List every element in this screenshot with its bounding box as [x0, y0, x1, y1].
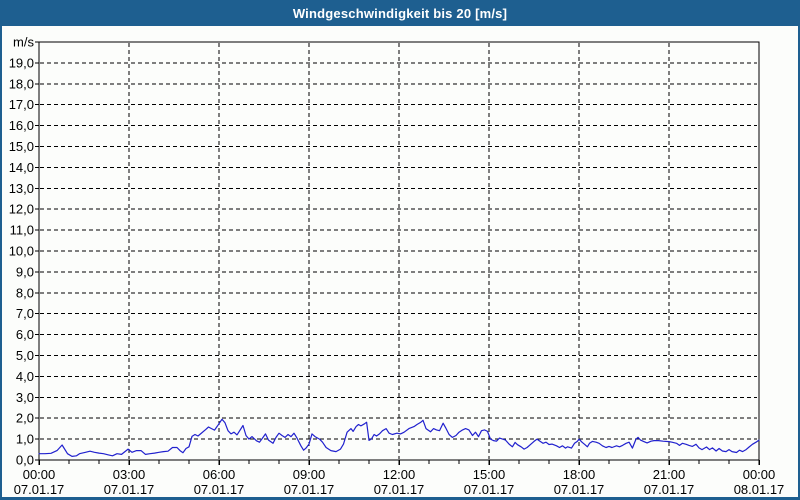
- wind-speed-line: [38, 418, 760, 457]
- x-axis-date-label: 07.01.17: [374, 482, 425, 497]
- x-axis-time-label: 00:00: [23, 467, 56, 482]
- x-axis-time-label: 18:00: [563, 467, 596, 482]
- x-axis-date-label: 08.01.17: [734, 482, 785, 497]
- y-axis-tick-label: 13,0: [9, 181, 34, 196]
- y-axis-tick-label: 7,0: [16, 306, 34, 321]
- x-axis-time-label: 21:00: [653, 467, 686, 482]
- y-axis-tick-label: 17,0: [9, 97, 34, 112]
- y-axis-tick-label: 2,0: [16, 411, 34, 426]
- x-axis-date-label: 07.01.17: [554, 482, 605, 497]
- wind-speed-chart: 0,0 1,0 2,0 3,0 4,0 5,0 6,0 7,0 8,0 9,0 10,0 11,0 12…: [9, 35, 785, 498]
- y-axis-tick-label: 8,0: [16, 285, 34, 300]
- x-axis-date-label: 07.01.17: [194, 482, 245, 497]
- y-axis-tick-label: 12,0: [9, 202, 34, 217]
- y-axis-tick-label: 19,0: [9, 55, 34, 70]
- chart-title: Windgeschwindigkeit bis 20 [m/s]: [292, 5, 508, 21]
- chart-region: 0,0 1,0 2,0 3,0 4,0 5,0 6,0 7,0 8,0 9,0 10,0 11,0 12…: [2, 26, 798, 497]
- y-axis-tick-label: 15,0: [9, 139, 34, 154]
- y-axis-tick-label: 3,0: [16, 390, 34, 405]
- x-axis-date-label: 07.01.17: [284, 482, 335, 497]
- y-axis-tick-label: 1,0: [16, 432, 34, 447]
- y-axis-tick-label: 0,0: [16, 453, 34, 468]
- x-axis-time-label: 03:00: [113, 467, 146, 482]
- y-axis-tick-label: 18,0: [9, 76, 34, 91]
- y-axis-tick-label: 11,0: [10, 223, 34, 238]
- x-axis-time-label: 06:00: [203, 467, 236, 482]
- x-axis-time-label: 15:00: [473, 467, 506, 482]
- y-axis-tick-label: 14,0: [9, 160, 34, 175]
- x-axis-date-label: 07.01.17: [14, 482, 65, 497]
- y-axis-tick-label: 9,0: [16, 264, 34, 279]
- x-axis-time-label: 12:00: [383, 467, 416, 482]
- y-axis-tick-label: 10,0: [9, 244, 34, 259]
- y-axis-unit-label: m/s: [13, 35, 34, 50]
- chart-title-bar: Windgeschwindigkeit bis 20 [m/s]: [2, 0, 798, 26]
- x-axis-time-label: 00:00: [743, 467, 776, 482]
- y-axis-tick-label: 6,0: [16, 327, 34, 342]
- y-axis-tick-label: 4,0: [16, 369, 34, 384]
- y-axis-tick-label: 5,0: [16, 348, 34, 363]
- x-axis-date-label: 07.01.17: [104, 482, 155, 497]
- x-axis-date-label: 07.01.17: [644, 482, 695, 497]
- y-axis-tick-label: 16,0: [9, 118, 34, 133]
- x-axis-date-label: 07.01.17: [464, 482, 515, 497]
- x-axis-time-label: 09:00: [293, 467, 326, 482]
